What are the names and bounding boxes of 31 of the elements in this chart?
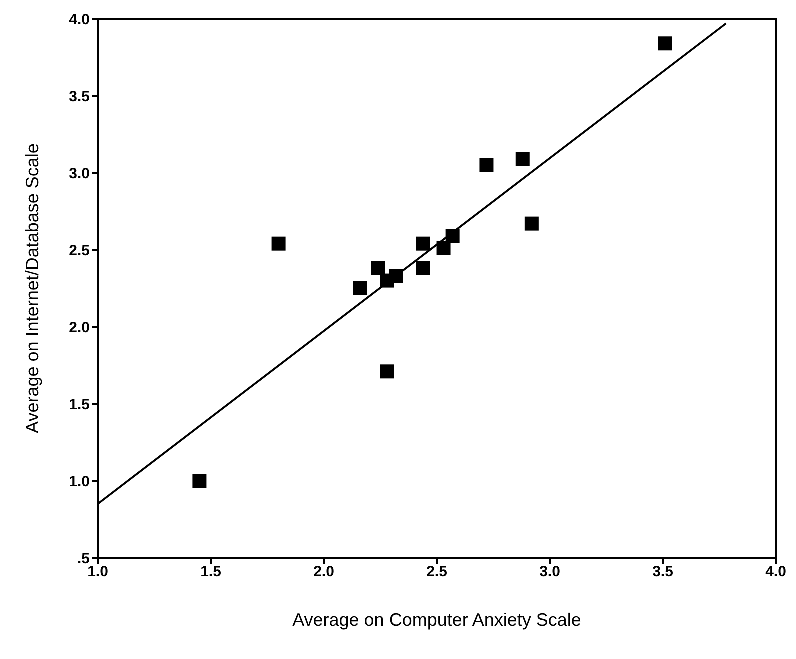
y-tick-label: 1.5 — [69, 396, 90, 414]
y-axis-title: Average on Internet/Database Scale — [22, 144, 42, 434]
point — [371, 261, 386, 276]
x-tick-label: 1.0 — [88, 564, 108, 581]
y-tick-label: 3.0 — [69, 165, 90, 182]
point — [389, 269, 404, 284]
point — [353, 282, 368, 296]
point — [658, 36, 672, 51]
x-tick-label: 3.0 — [540, 564, 560, 581]
x-tick-label: 1.5 — [200, 564, 222, 581]
y-tick-label: 2.0 — [69, 319, 90, 336]
point — [480, 158, 494, 172]
x-axis-title: Average on Computer Anxiety Scale — [292, 610, 582, 630]
x-tick-label: 2.0 — [314, 564, 334, 581]
x-tick-label: 2.5 — [426, 564, 448, 581]
point — [416, 236, 430, 251]
point — [192, 474, 207, 488]
y-tick-label: .5 — [77, 550, 90, 568]
point — [416, 261, 430, 276]
y-tick-label: 1.0 — [69, 473, 90, 490]
y-tick-label: 3.5 — [69, 88, 90, 106]
point — [516, 152, 530, 166]
point — [272, 236, 286, 251]
point — [524, 216, 539, 231]
point — [380, 364, 394, 379]
x-tick-label: 3.5 — [652, 564, 674, 581]
y-tick-label: 4.0 — [69, 11, 90, 28]
point — [446, 229, 460, 244]
y-tick-label: 2.5 — [69, 242, 90, 260]
x-tick-label: 4.0 — [766, 564, 786, 581]
point — [436, 241, 451, 256]
